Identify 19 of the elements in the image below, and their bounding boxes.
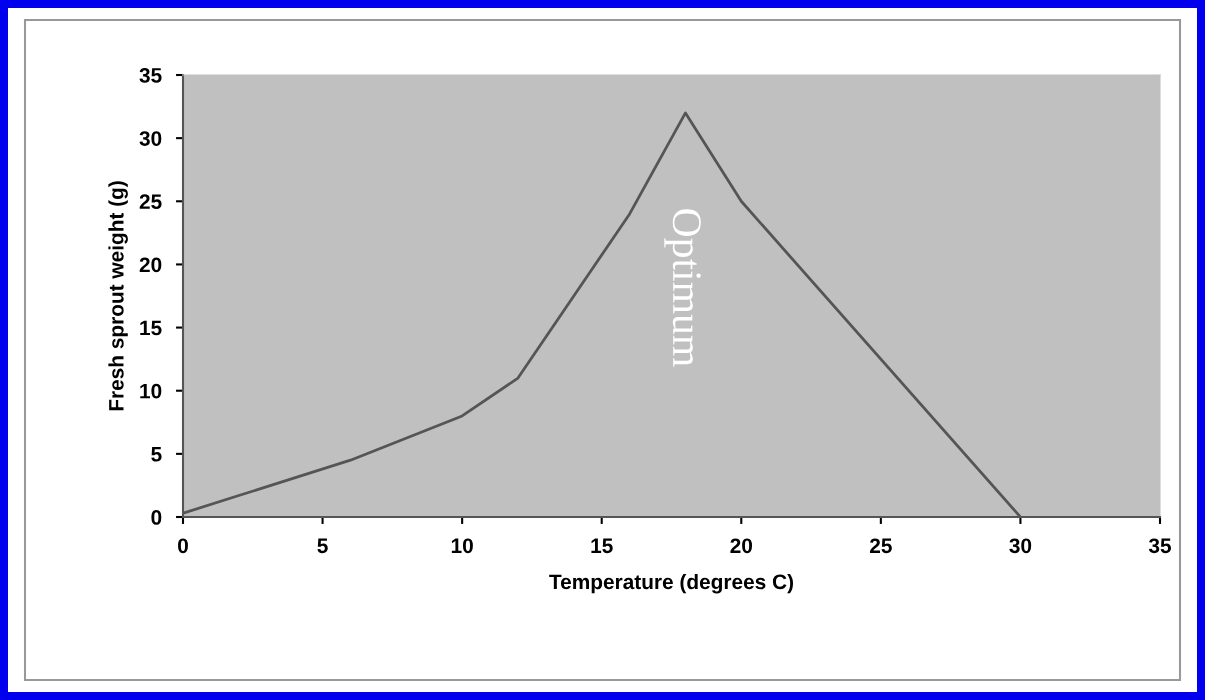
annotation: Optimum	[664, 209, 701, 367]
x-tick-label: 0	[178, 538, 188, 554]
x-tick-label: 35	[1148, 538, 1172, 554]
y-tick-label: 5	[151, 447, 162, 462]
y-tick-label: 15	[140, 320, 162, 336]
y-tick-label: 35	[139, 68, 162, 83]
x-tick-label: 30	[1009, 538, 1032, 554]
x-tick-label: 10	[451, 538, 473, 554]
y-tick-label: 25	[139, 194, 162, 210]
y-axis-title: Fresh sprout weight (g)	[108, 181, 128, 411]
y-tick-label: 0	[151, 510, 162, 525]
x-tick-label: 25	[869, 538, 892, 554]
y-tick-label: 10	[140, 383, 162, 399]
y-tick-label: 30	[139, 131, 162, 146]
y-tick-label: 20	[139, 257, 162, 273]
x-tick-label: 20	[730, 538, 753, 554]
x-tick-label: 15	[591, 538, 613, 554]
x-axis-title: Temperature (degrees C)	[549, 573, 793, 594]
x-tick-label: 5	[317, 538, 328, 554]
